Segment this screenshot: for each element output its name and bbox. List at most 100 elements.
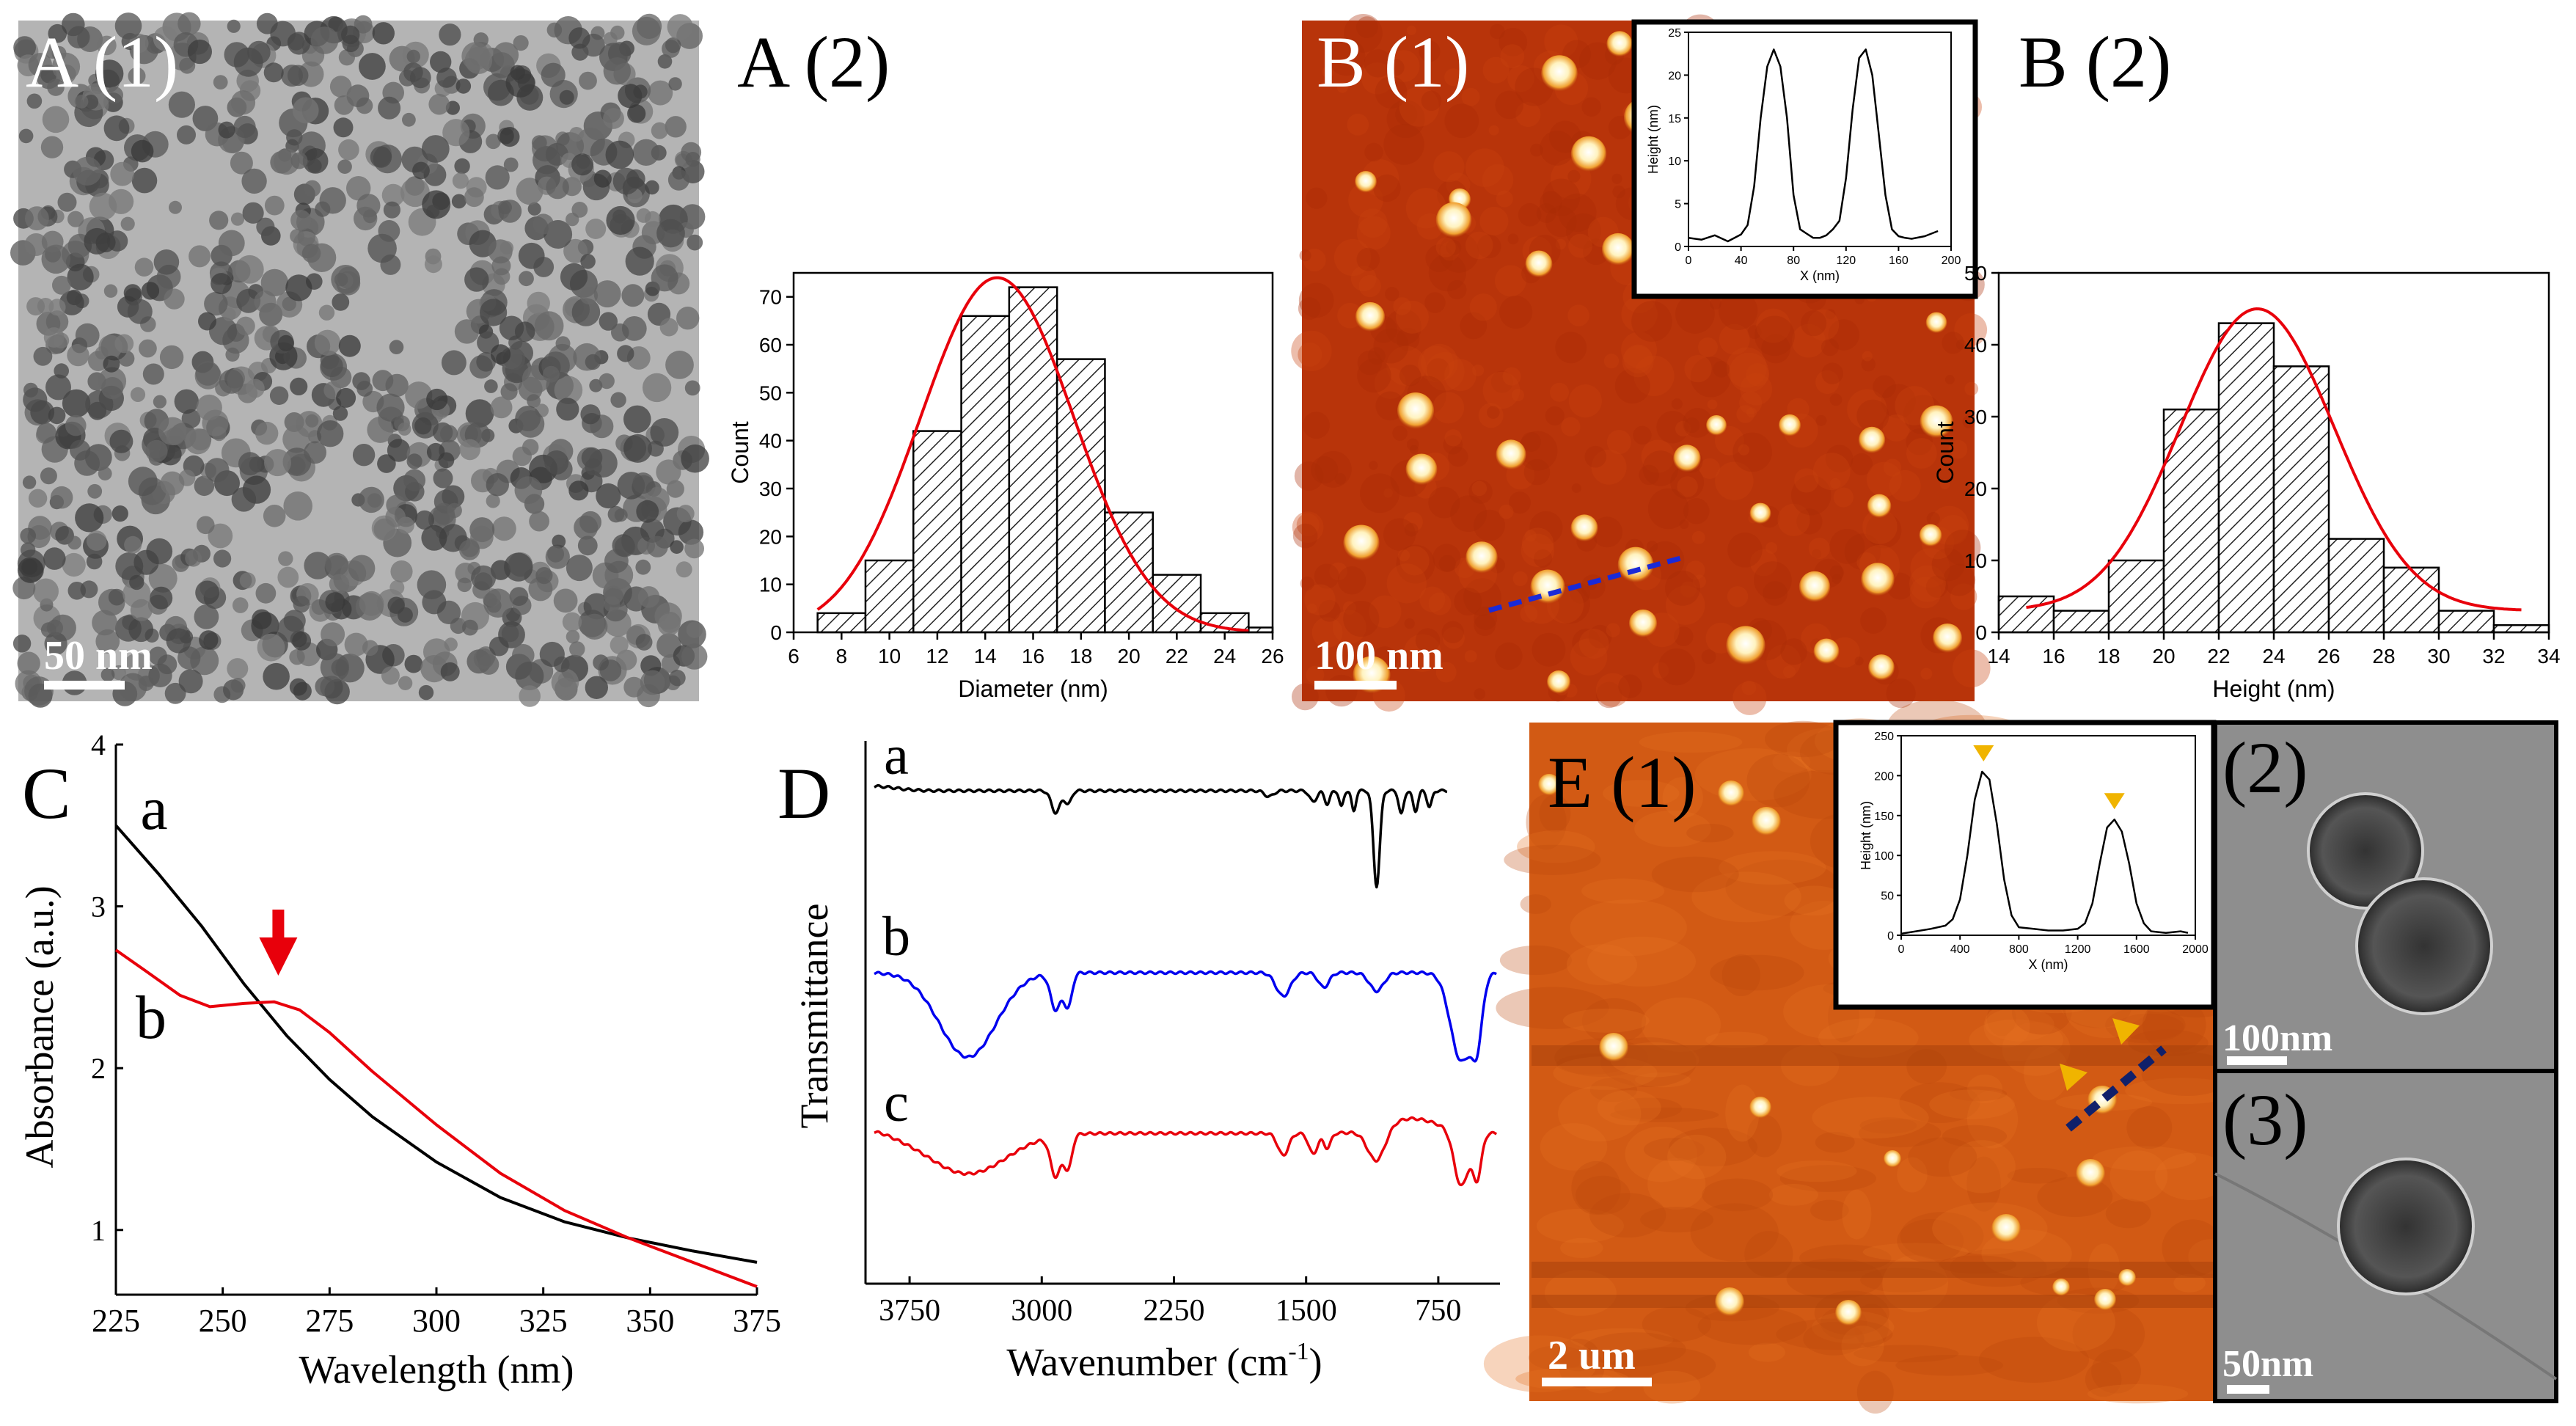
- y-tick-label: 50: [1964, 262, 1987, 285]
- series-label-a: a: [140, 775, 167, 843]
- y-tick-label: 100: [1874, 850, 1894, 863]
- y-tick-label: 20: [1668, 70, 1681, 82]
- tem-nanoparticle: [325, 592, 345, 613]
- afm-texture: [2023, 1045, 2069, 1101]
- panel-e2: (2) 100nm: [2213, 720, 2558, 1073]
- afm-texture: [1474, 606, 1498, 630]
- afm-texture: [1487, 406, 1500, 419]
- arrow-shaft: [272, 910, 285, 939]
- afm-texture: [1403, 512, 1423, 532]
- afm-texture: [1854, 1303, 1889, 1349]
- afm-texture: [2142, 997, 2206, 1053]
- afm-texture: [1592, 516, 1623, 548]
- tem-nanoparticle: [383, 201, 401, 219]
- afm-texture: [1675, 294, 1715, 334]
- y-tick-label: 60: [759, 334, 782, 356]
- tem-nanoparticle: [48, 299, 66, 316]
- tem-nanoparticle: [484, 379, 498, 393]
- afm-texture: [1549, 382, 1570, 402]
- tem-nanoparticle: [582, 613, 608, 640]
- tem-nanoparticle: [315, 676, 335, 697]
- tem-nanoparticle: [128, 67, 146, 85]
- tem-nanoparticle: [287, 33, 305, 51]
- x-tick-label: 250: [199, 1303, 247, 1339]
- tem-nanoparticle: [230, 212, 245, 226]
- tem-nanoparticle: [213, 75, 228, 89]
- tem-nanoparticle: [348, 555, 376, 582]
- tem-nanoparticle: [236, 316, 255, 336]
- tem-nanoparticle: [45, 43, 60, 59]
- x-tick-label: 1200: [2065, 943, 2091, 956]
- tem-nanoparticle: [178, 12, 201, 35]
- afm-texture: [1558, 1086, 1642, 1142]
- tem-nanoparticle: [293, 681, 312, 701]
- afm-texture: [1428, 486, 1460, 519]
- tem-particle-e2-top: [2307, 792, 2424, 910]
- afm-texture: [1355, 16, 1378, 39]
- tem-nanoparticle: [130, 387, 146, 403]
- scale-bar-a1: [44, 681, 125, 690]
- x-tick-label: 300: [412, 1303, 461, 1339]
- afm-texture: [1829, 478, 1841, 489]
- tem-nanoparticle: [669, 670, 686, 687]
- afm-texture: [1612, 185, 1625, 199]
- afm-texture: [1432, 392, 1465, 424]
- tem-nanoparticle: [651, 264, 678, 292]
- tem-nanoparticle: [389, 580, 405, 595]
- afm-texture: [1496, 987, 1609, 1029]
- afm-texture: [1847, 389, 1887, 430]
- tem-nanoparticle: [426, 442, 445, 461]
- afm-texture: [1765, 720, 1841, 758]
- y-axis-label: Count: [1932, 421, 1958, 484]
- histogram-bar: [2162, 408, 2220, 634]
- afm-texture: [1799, 1244, 1892, 1272]
- afm-texture: [1779, 1165, 1877, 1192]
- y-tick-label: 70: [759, 286, 782, 309]
- x-tick-label: 3750: [879, 1294, 940, 1328]
- afm-texture: [1582, 1332, 1686, 1367]
- afm-nanoparticle: [1778, 414, 1801, 437]
- afm-texture: [1543, 178, 1581, 216]
- afm-texture: [1587, 936, 1697, 987]
- afm-texture: [1490, 370, 1513, 393]
- tem-nanoparticle: [98, 467, 112, 480]
- tem-nanoparticle: [338, 334, 361, 357]
- tem-nanoparticle: [387, 439, 411, 462]
- scale-bar-label-e3: 50nm: [2222, 1343, 2313, 1385]
- afm-texture: [1812, 549, 1822, 559]
- scale-bar-label-a1: 50 nm: [44, 633, 153, 679]
- tem-nanoparticle: [337, 159, 352, 174]
- afm-texture: [1499, 504, 1514, 519]
- tem-nanoparticle: [209, 317, 238, 345]
- afm-texture: [1690, 356, 1731, 398]
- tem-nanoparticle: [568, 480, 589, 501]
- tem-nanoparticle: [657, 613, 681, 636]
- tem-nanoparticle: [377, 454, 396, 473]
- tem-nanoparticle: [516, 410, 545, 438]
- afm-texture: [1679, 519, 1689, 530]
- histogram-bar: [2327, 538, 2385, 634]
- afm-texture: [1314, 563, 1339, 589]
- afm-nanoparticle: [1466, 541, 1498, 574]
- afm-texture: [1736, 405, 1754, 423]
- afm-texture: [1404, 522, 1419, 537]
- tem-nanoparticle: [378, 220, 400, 242]
- afm-texture: [1581, 878, 1665, 904]
- tem-nanoparticle: [290, 229, 304, 244]
- afm-texture: [1508, 491, 1531, 514]
- tem-nanoparticle: [440, 662, 460, 681]
- afm-texture: [1374, 367, 1406, 400]
- tem-nanoparticle: [290, 377, 308, 396]
- histogram-bar: [2382, 566, 2440, 634]
- tem-nanoparticle: [211, 273, 233, 295]
- afm-texture: [1520, 894, 1552, 914]
- tem-nanoparticle: [414, 417, 432, 435]
- tem-nanoparticle: [529, 511, 549, 532]
- y-tick-label: 15: [1668, 113, 1681, 125]
- tem-nanoparticle: [376, 393, 405, 422]
- x-tick-label: 24: [2262, 645, 2285, 668]
- afm-texture: [1881, 384, 1916, 419]
- tem-nanoparticle: [486, 494, 500, 508]
- x-tick-label: 12: [926, 645, 948, 668]
